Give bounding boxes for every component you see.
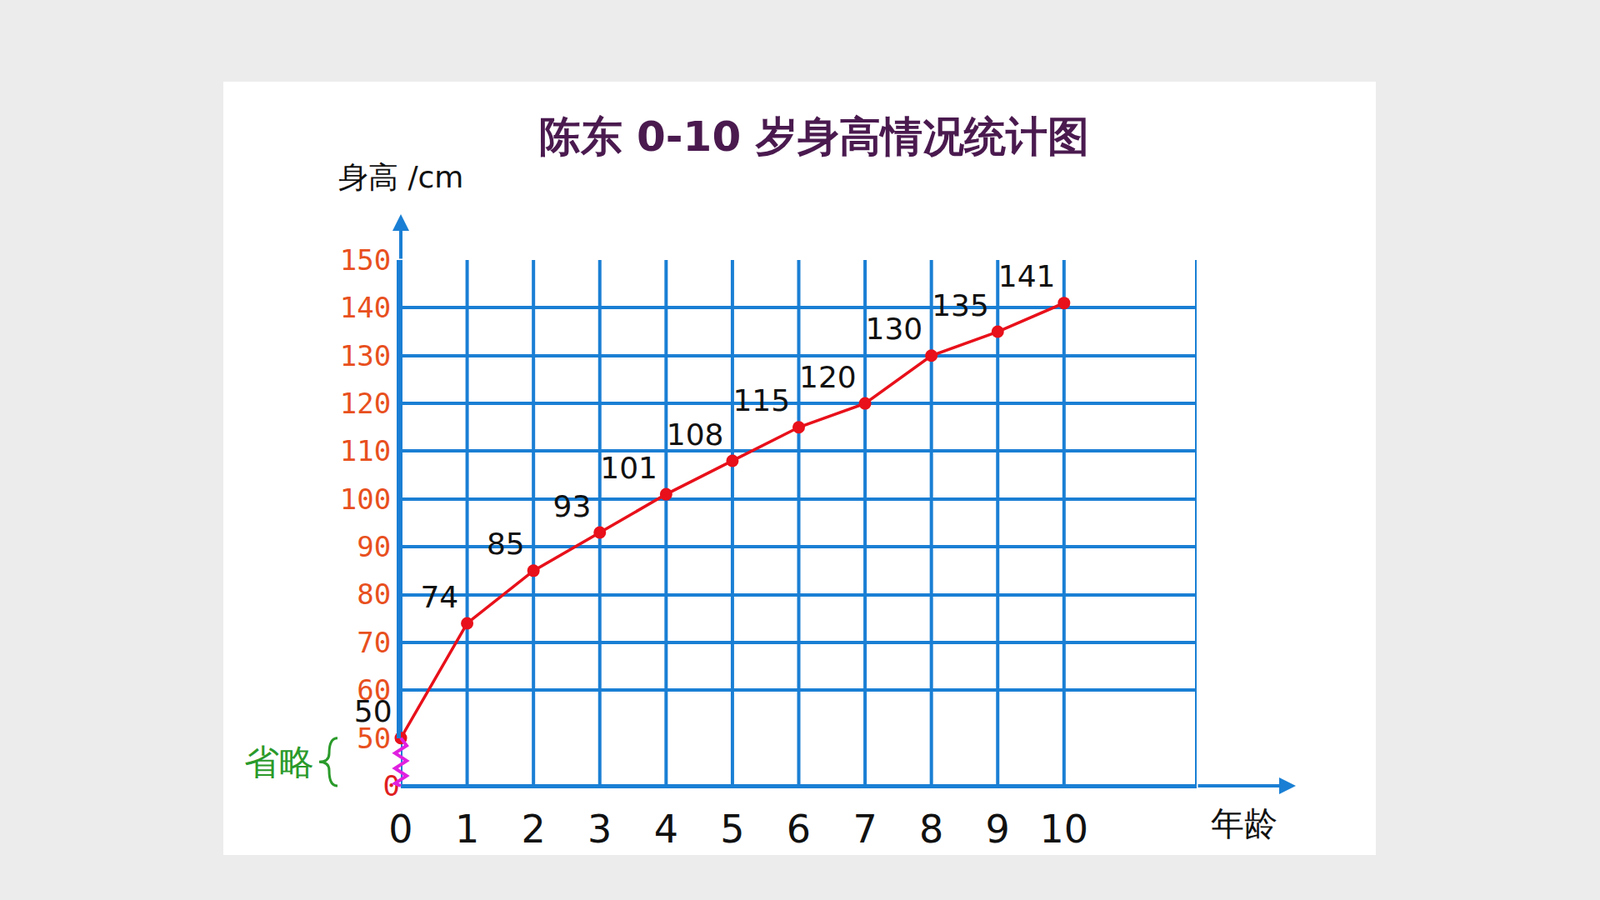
svg-text:陈东 0-10 岁身高情况统计图: 陈东 0-10 岁身高情况统计图 [539, 112, 1090, 161]
svg-text:130: 130 [865, 311, 924, 346]
svg-text:150: 150 [340, 243, 391, 277]
svg-text:3: 3 [587, 806, 612, 852]
svg-text:7: 7 [852, 806, 877, 852]
svg-text:100: 100 [340, 482, 391, 516]
svg-text:身高 /cm: 身高 /cm [338, 160, 464, 195]
svg-text:93: 93 [553, 489, 592, 524]
svg-text:70: 70 [356, 625, 391, 660]
svg-text:1: 1 [455, 806, 480, 852]
svg-text:省略: 省略 [244, 741, 315, 783]
svg-text:85: 85 [486, 526, 525, 561]
svg-text:9: 9 [985, 806, 1010, 852]
svg-text:120: 120 [799, 360, 857, 395]
svg-text:50: 50 [354, 694, 393, 729]
svg-text:10: 10 [1040, 806, 1090, 852]
svg-text:2: 2 [521, 806, 546, 852]
svg-text:101: 101 [600, 450, 658, 485]
svg-text:140: 140 [340, 290, 391, 325]
svg-text:8: 8 [919, 806, 944, 852]
svg-text:90: 90 [356, 530, 391, 564]
svg-text:0: 0 [383, 769, 400, 803]
svg-text:4: 4 [654, 806, 679, 852]
svg-text:6: 6 [786, 806, 811, 852]
svg-text:80: 80 [356, 577, 391, 611]
svg-text:74: 74 [420, 580, 459, 615]
svg-text:50: 50 [356, 721, 391, 755]
svg-text:115: 115 [732, 383, 790, 418]
svg-text:0: 0 [388, 806, 413, 852]
svg-text:135: 135 [931, 288, 990, 323]
svg-text:130: 130 [340, 339, 391, 373]
svg-text:141: 141 [998, 259, 1056, 294]
svg-text:108: 108 [666, 417, 725, 452]
svg-text:60: 60 [356, 673, 391, 707]
svg-text:120: 120 [340, 386, 391, 420]
svg-text:5: 5 [720, 806, 745, 852]
svg-text:110: 110 [340, 434, 391, 468]
svg-text:年龄: 年龄 [1210, 804, 1278, 843]
